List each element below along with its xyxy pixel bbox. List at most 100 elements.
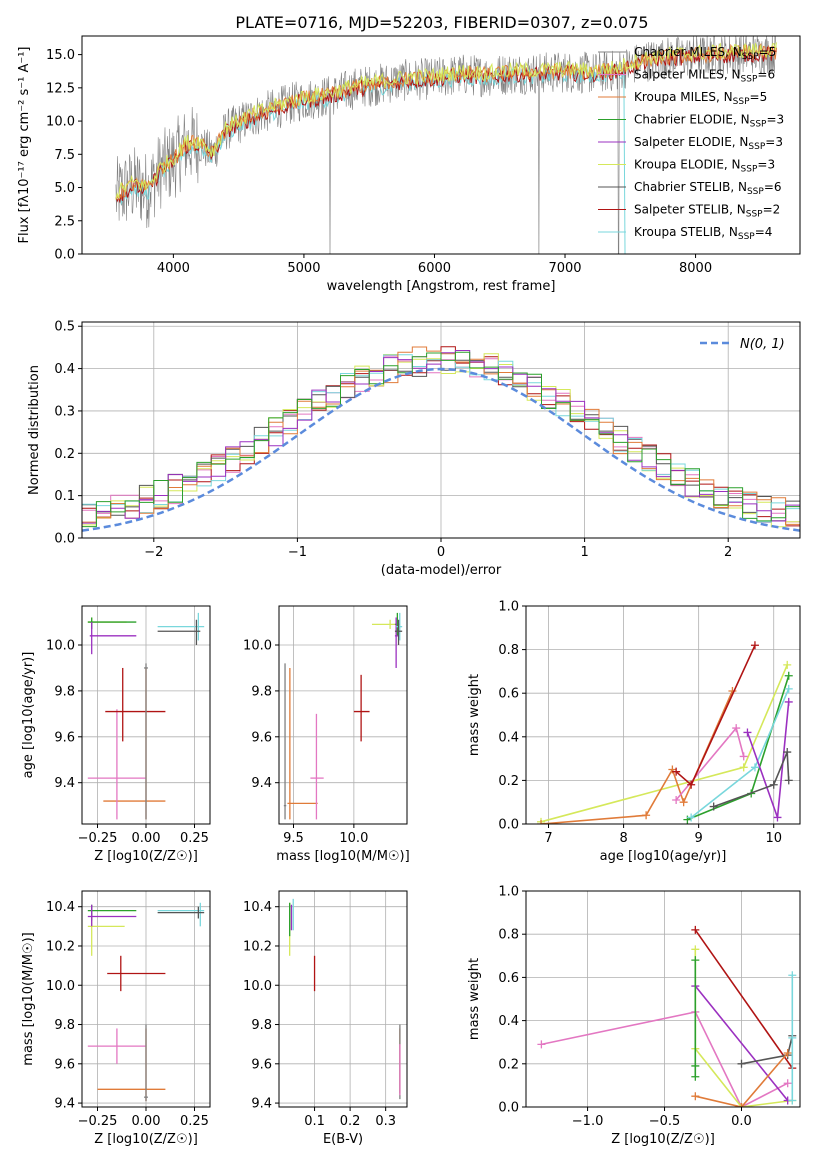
y-tick-label: 9.4	[251, 776, 272, 791]
legend-label: Chabrier ELODIE, N	[634, 113, 750, 127]
mass-weight-marker	[773, 813, 782, 822]
x-tick-label: 2	[724, 545, 732, 560]
legend-label: Salpeter STELIB, N	[634, 203, 746, 217]
x-tick-label: −0.25	[78, 1114, 118, 1129]
errorbar-axes-frame	[278, 890, 408, 1108]
mass-weight-marker	[691, 1072, 700, 1081]
x-tick-label: 8000	[679, 261, 712, 276]
legend-entry: Kroupa MILES, NSSP=5	[634, 90, 767, 107]
mass-weight-line	[675, 726, 745, 801]
x-tick-label: 0	[437, 545, 445, 560]
y-tick-label: 0.0	[54, 532, 75, 547]
y-tick-label: 0.0	[498, 1101, 519, 1116]
x-axis-label: (data-model)/error	[381, 563, 502, 578]
y-axis-label: mass weight	[467, 674, 482, 756]
legend-suffix: =3	[766, 113, 784, 127]
legend-subscript: SSP	[750, 120, 767, 130]
mass-weight-marker	[788, 1096, 797, 1105]
y-tick-label: 9.8	[54, 684, 75, 699]
mass-weight-group	[537, 641, 793, 824]
mass-weight-marker	[750, 641, 759, 650]
errorbar-group	[289, 898, 401, 1100]
y-axis-label: Normed distribution	[27, 365, 42, 495]
y-tick-label: 0.5	[54, 320, 75, 335]
mass-weight-group	[537, 925, 797, 1107]
mass-weight-marker	[709, 802, 718, 811]
normal-reference-curve	[82, 367, 800, 532]
x-tick-label: 0.25	[180, 831, 209, 846]
y-tick-label: 9.6	[54, 730, 75, 745]
y-tick-label: 10.0	[46, 639, 75, 654]
x-tick-label: 7000	[548, 261, 581, 276]
model-spectrum-line	[115, 42, 777, 201]
y-tick-label: 9.8	[251, 1018, 272, 1033]
mass-weight-marker	[732, 724, 741, 733]
mass-weight-marker	[788, 971, 797, 980]
mass-weight-line	[746, 701, 790, 818]
x-tick-label: 0.0	[731, 1114, 752, 1129]
y-tick-label: 0.6	[498, 687, 519, 702]
x-axis-label: age [log10(age/yr)]	[600, 849, 727, 864]
legend-entry: Chabrier STELIB, NSSP=6	[634, 180, 782, 197]
x-tick-label: 10.0	[339, 831, 368, 846]
mass-weight-line	[540, 664, 788, 823]
legend-entry: Chabrier MILES, NSSP=5	[634, 45, 776, 62]
mass-weight-marker	[537, 1040, 546, 1049]
legend-subscript: SSP	[746, 210, 763, 220]
y-tick-label: 9.4	[251, 1097, 272, 1112]
mass-weight-axes-frame	[525, 605, 801, 825]
legend-suffix: =2	[763, 203, 781, 217]
y-tick-label: 0.4	[498, 1014, 519, 1029]
y-tick-label: 9.4	[54, 1097, 75, 1112]
x-tick-label: 0.1	[304, 1114, 325, 1129]
mass-weight-marker	[672, 796, 681, 805]
x-tick-label: 5000	[287, 261, 320, 276]
legend-subscript: SSP	[738, 232, 755, 242]
mass-weight-marker	[679, 798, 688, 807]
mass-weight-marker	[642, 811, 651, 820]
y-tick-label: 0.2	[498, 774, 519, 789]
legend-label: N(0, 1)	[740, 337, 785, 352]
x-axis-label: Z [log10(Z/Z☉)]	[611, 1132, 715, 1147]
x-tick-label: −1.0	[572, 1114, 604, 1129]
mass-weight-marker	[739, 763, 748, 772]
histogram-axes-frame	[81, 321, 801, 539]
mass-weight-marker	[739, 752, 748, 761]
y-tick-label: 0.1	[54, 489, 75, 504]
mass-weight-line	[541, 1011, 789, 1107]
errorbar-group	[283, 612, 403, 820]
legend-label: Chabrier STELIB, N	[634, 180, 747, 194]
x-tick-label: 10	[765, 831, 782, 846]
mass-weight-marker	[783, 748, 792, 757]
y-axis-label: mass weight	[467, 958, 482, 1040]
y-tick-label: 10.4	[243, 900, 272, 915]
y-tick-label: 0.8	[498, 928, 519, 943]
mass-weight-marker	[784, 776, 793, 785]
mass-weight-marker	[783, 1079, 792, 1088]
y-tick-label: 9.8	[54, 1018, 75, 1033]
y-tick-label: 10.0	[46, 115, 75, 130]
y-tick-label: 0.3	[54, 404, 75, 419]
histogram-steps	[82, 346, 800, 532]
mass-weight-line	[713, 751, 790, 808]
y-tick-label: 9.6	[251, 730, 272, 745]
x-tick-label: 1	[580, 545, 588, 560]
legend-subscript: SSP	[741, 165, 758, 175]
x-axis-label: E(B-V)	[323, 1132, 363, 1147]
mass-weight-marker	[691, 1061, 700, 1070]
mass-weight-marker	[788, 1033, 797, 1042]
y-tick-label: 2.5	[54, 214, 75, 229]
mass-weight-marker	[743, 728, 752, 737]
x-tick-label: 6000	[418, 261, 451, 276]
histogram-step-line	[82, 351, 800, 528]
legend-label: Kroupa MILES, N	[634, 90, 733, 104]
legend-suffix: =6	[757, 68, 775, 82]
y-tick-label: 1.0	[498, 885, 519, 900]
errorbar-group	[87, 612, 205, 820]
legend-suffix: =6	[764, 180, 782, 194]
y-tick-label: 0.2	[498, 1057, 519, 1072]
mass-weight-marker	[691, 1092, 700, 1101]
legend-label: Kroupa ELODIE, N	[634, 158, 741, 172]
spectrum-lines	[115, 36, 777, 254]
legend-entry: Salpeter STELIB, NSSP=2	[634, 203, 780, 220]
